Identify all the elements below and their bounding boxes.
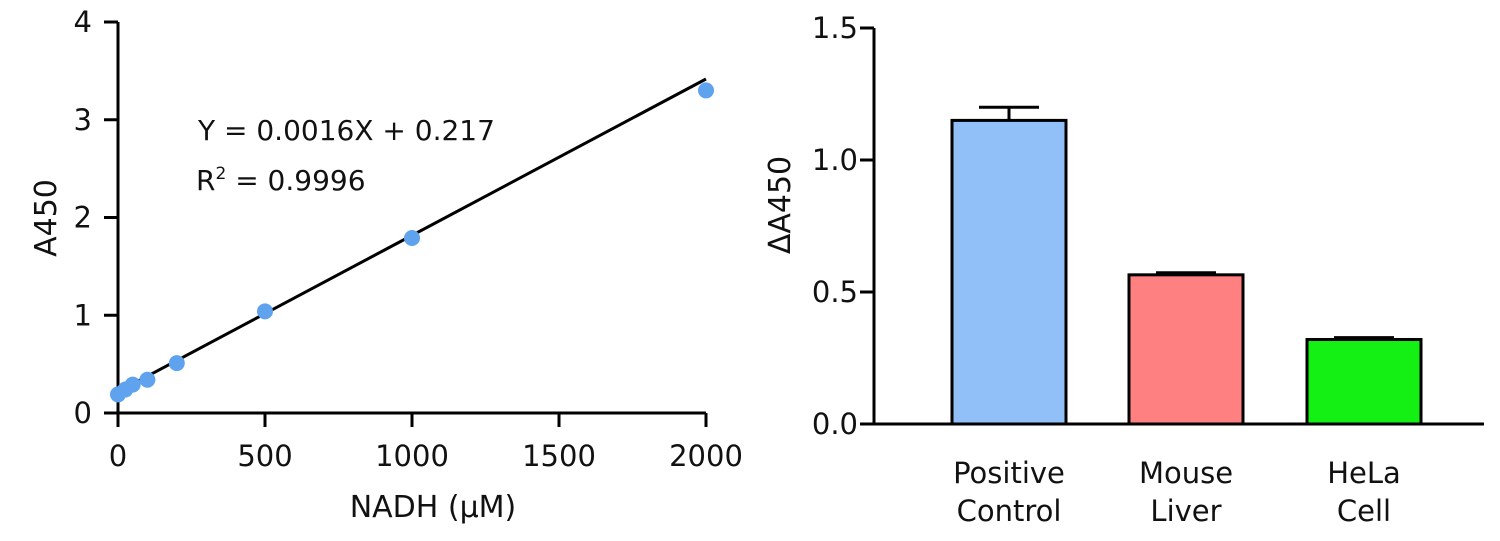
scatter-x-tick-label: 500 <box>237 439 292 473</box>
bar-y-tick-label: 1.0 <box>812 143 858 177</box>
scatter-y-axis-title: A450 <box>29 179 64 257</box>
scatter-x-axis-title: NADH (μM) <box>350 490 517 525</box>
sample-bar-chart: 0.0 0.5 1.0 1.5 Positive Control Mouse Liver He… <box>763 11 1484 528</box>
regression-equation: Y = 0.0016X + 0.217 <box>197 114 495 147</box>
standard-curve-chart: 0 1 2 3 4 0 500 1000 1500 2000 Y = 0.0016X + 0.2… <box>29 5 743 525</box>
bar <box>1127 273 1245 426</box>
scatter-y-tick-label: 2 <box>74 201 92 235</box>
scatter-x-tick-label: 0 <box>109 439 127 473</box>
r-squared-label: R2 = 0.9996 <box>196 164 366 197</box>
bar <box>1305 338 1423 426</box>
bar-category-label-line2: Liver <box>1150 494 1221 528</box>
scatter-x-tick-label: 2000 <box>669 439 743 473</box>
bar-y-tick-label: 1.5 <box>812 11 858 45</box>
data-point <box>257 303 273 320</box>
scatter-y-tick-label: 0 <box>74 396 92 430</box>
scatter-x-tick-label: 1000 <box>375 439 449 473</box>
bar-category-label-line2: Control <box>957 494 1062 528</box>
scatter-y-tick-label: 1 <box>74 298 92 332</box>
bar <box>950 118 1068 426</box>
data-point <box>698 82 714 99</box>
bar-y-axis-title: ΔA450 <box>763 156 798 254</box>
bar-category-label-line2: Cell <box>1337 494 1391 528</box>
bar-y-tick-label: 0.0 <box>812 407 858 441</box>
bar-category-label-line1: Mouse <box>1139 456 1233 490</box>
bar-category-label-line1: HeLa <box>1327 456 1401 490</box>
data-point <box>139 371 156 388</box>
scatter-x-tick-label: 1500 <box>522 439 596 473</box>
data-point <box>168 355 185 372</box>
data-point <box>124 376 141 393</box>
scatter-y-tick-label: 3 <box>74 103 92 137</box>
bar-y-tick-label: 0.5 <box>812 275 858 309</box>
scatter-y-tick-label: 4 <box>74 5 92 39</box>
bar-category-label-line1: Positive <box>953 456 1065 490</box>
data-point <box>404 230 420 247</box>
